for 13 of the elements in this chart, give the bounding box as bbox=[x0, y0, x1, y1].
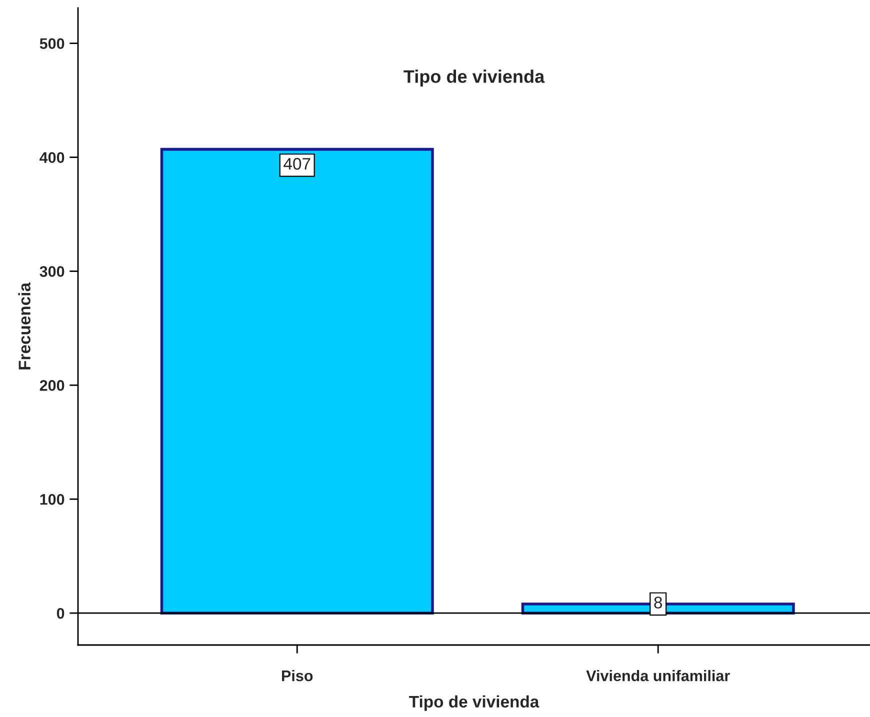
y-tick-label: 400 bbox=[40, 152, 64, 163]
y-tick-label: 100 bbox=[40, 494, 64, 505]
y-tick-label: 500 bbox=[40, 38, 64, 50]
x-tick-label: Piso bbox=[282, 670, 313, 682]
y-axis-title: Frecuencia bbox=[18, 282, 30, 370]
y-tick-label: 0 bbox=[56, 608, 64, 619]
x-tick-label: Vivienda unifamiliar bbox=[586, 670, 730, 682]
x-axis-title: Tipo de vivienda bbox=[409, 695, 540, 711]
y-tick-label: 300 bbox=[40, 266, 64, 277]
y-tick-label: 200 bbox=[40, 380, 64, 391]
text: Tipo de vivienda bbox=[404, 70, 545, 86]
data-label: 8 bbox=[654, 596, 662, 608]
data-label: 407 bbox=[284, 158, 310, 170]
